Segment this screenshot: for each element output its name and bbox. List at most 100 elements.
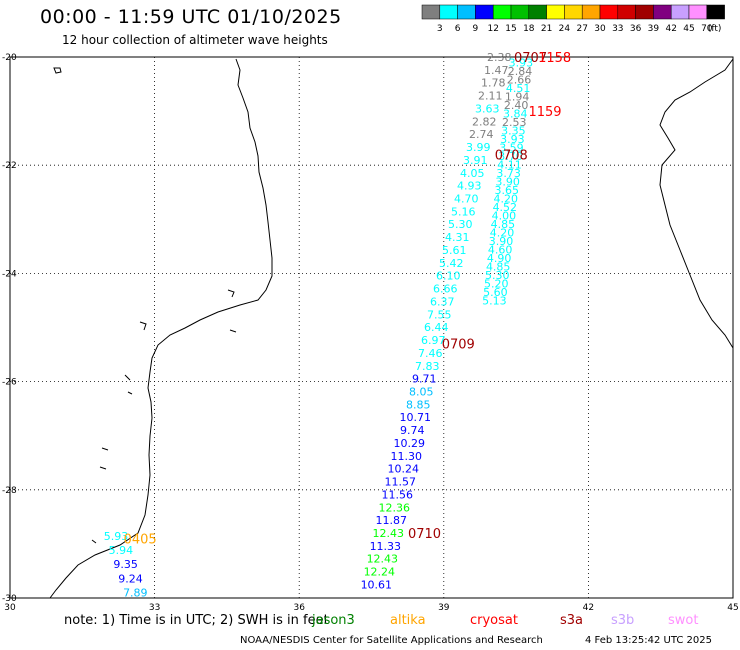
wave-height-label: 9.74 [400, 424, 425, 437]
wave-height-label: 3.91 [463, 154, 488, 167]
page-subtitle: 12 hour collection of altimeter wave hei… [62, 33, 328, 47]
scale-label: 15 [505, 24, 516, 34]
scale-label: 6 [455, 24, 461, 34]
madagascar-coastline [659, 58, 734, 349]
lon-tick-label: 42 [583, 603, 594, 613]
scale-swatch [510, 4, 530, 20]
wave-height-label: 4.20 [490, 226, 515, 239]
lon-tick-label: 39 [438, 603, 450, 613]
wave-height-label: 10.61 [361, 578, 393, 591]
pass-time-label: 0405 [124, 532, 157, 547]
wave-height-label: 2.82 [472, 115, 497, 128]
wave-height-label: 5.20 [484, 277, 509, 290]
scale-swatch [421, 4, 441, 20]
wave-height-label: 2.11 [478, 90, 503, 103]
wave-height-label: 3.93 [500, 133, 525, 146]
lat-tick-label: -30 [2, 594, 17, 604]
scale-swatch [475, 4, 494, 20]
wave-height-label: 6.10 [436, 270, 461, 283]
altimeter-track-a: 2.381.471.782.113.632.822.743.993.914.05… [361, 51, 512, 591]
scale-label: 3 [437, 24, 443, 34]
wave-height-label: 6.97 [421, 334, 446, 347]
wave-height-label: 11.57 [385, 476, 417, 489]
pass-time-label: 0709 [442, 338, 475, 353]
island [53, 67, 62, 74]
wave-height-label: 5.13 [482, 294, 507, 307]
scale-label: 42 [665, 24, 676, 34]
scale-swatch [706, 4, 725, 20]
wave-height-label: 2.66 [507, 73, 532, 86]
wave-height-label: 8.05 [409, 385, 434, 398]
scale-label: 39 [648, 24, 660, 34]
scale-swatch [546, 4, 565, 20]
page-title: 00:00 - 11:59 UTC 01/10/2025 [40, 6, 342, 28]
legend-item-swot: swot [668, 613, 699, 628]
wave-height-label: 5.93 [104, 530, 129, 543]
wave-height-label: 10.71 [400, 411, 432, 424]
wave-height-label: 1.94 [505, 90, 530, 103]
wave-height-label: 6.44 [424, 321, 449, 334]
coast-detail [91, 289, 237, 544]
wave-height-label: 5.61 [442, 244, 467, 257]
scale-swatch [688, 4, 708, 20]
wave-height-label: 5.42 [439, 257, 464, 270]
legend-item-jason3: jason3 [312, 613, 355, 628]
wave-height-label: 3.35 [501, 124, 526, 137]
lon-tick-label: 36 [293, 603, 305, 613]
wave-height-label: 3.65 [494, 184, 519, 197]
legend-item-s3a: s3a [560, 613, 584, 628]
wave-height-label: 5.30 [448, 218, 473, 231]
wave-height-label: 3.59 [499, 141, 524, 154]
lat-tick-label: -26 [2, 378, 17, 388]
wave-height-label: 3.93 [509, 56, 534, 69]
wave-height-label: 4.51 [506, 82, 531, 95]
wave-height-label: 4.05 [460, 167, 485, 180]
wave-height-label: 12.43 [367, 553, 399, 566]
wave-height-label: 4.90 [487, 252, 512, 265]
wave-height-label: 5.60 [483, 286, 508, 299]
wave-height-label: 4.00 [492, 209, 517, 222]
wave-height-label: 9.71 [412, 373, 437, 386]
scale-swatch [599, 4, 619, 20]
wave-height-label: 1.78 [481, 77, 506, 90]
map-frame [9, 56, 734, 599]
scale-swatch [653, 4, 672, 20]
legend-item-s3b: s3b [611, 613, 635, 628]
scale-swatch [528, 4, 547, 20]
wave-height-label: 11.30 [391, 450, 423, 463]
lon-tick-label: 33 [149, 603, 160, 613]
scale-label: 45 [683, 24, 694, 34]
wave-height-label: 3.73 [496, 167, 521, 180]
scale-swatch [617, 4, 636, 20]
wave-height-label: 5.30 [485, 269, 510, 282]
legend-item-altika: altika [390, 613, 426, 628]
wave-height-label: 7.89 [123, 587, 148, 600]
scale-swatch [635, 4, 654, 20]
wave-height-label: 9.24 [118, 572, 143, 585]
wave-height-label: 9.35 [113, 558, 138, 571]
scale-label: 70 [701, 24, 713, 34]
wave-height-label: 8.85 [406, 398, 431, 411]
scale-label: 33 [612, 24, 623, 34]
wave-height-label: 7.83 [415, 360, 440, 373]
scale-label: 12 [487, 24, 498, 34]
scale-label: 21 [541, 24, 552, 34]
lat-tick-label: -20 [2, 53, 17, 63]
scale-swatch [457, 4, 476, 20]
scale-swatch [670, 4, 690, 20]
wave-height-label: 4.52 [493, 201, 518, 214]
wave-height-label: 12.43 [373, 527, 405, 540]
wave-height-label: 11.33 [370, 540, 402, 553]
footer: note: 1) Time is in UTC; 2) SWH is in fe… [0, 608, 740, 650]
scale-swatch [439, 4, 458, 20]
scale-swatch [581, 4, 601, 20]
wave-height-label: 2.38 [487, 51, 512, 64]
wave-height-label: 1.47 [484, 64, 509, 77]
wave-height-label: 5.16 [451, 205, 476, 218]
scale-label: 30 [594, 24, 606, 34]
wave-height-label: 4.70 [454, 193, 479, 206]
pass-time-label: 0708 [495, 148, 528, 163]
wave-height-label: 7.55 [427, 308, 452, 321]
africa-coastline [49, 58, 273, 599]
